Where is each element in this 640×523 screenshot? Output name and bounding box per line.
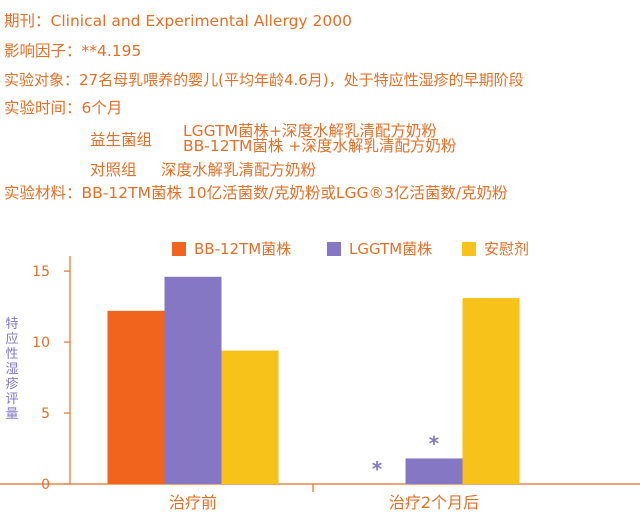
x-category-label: 治疗2个月后 <box>389 493 479 512</box>
y-axis-label-char: 湿 <box>5 362 18 377</box>
subject-value: 27名母乳喂养的婴儿(平均年龄4.6月)，处于特应性湿疹的早期阶段 <box>79 71 524 89</box>
journal-line: 期刊：Clinical and Experimental Allergy 200… <box>4 12 352 30</box>
journal-label: 期刊： <box>4 12 51 30</box>
y-tick-label: 0 <box>41 477 50 493</box>
duration-label: 实验时间： <box>4 99 82 117</box>
y-axis-label-char: 性 <box>5 347 18 362</box>
duration-value: 6个月 <box>81 99 123 117</box>
probiotic-line-1: LGGTM菌株+深度水解乳清配方奶粉 <box>183 122 437 140</box>
material-value: BB-12TM菌株 10亿活菌数/克奶粉或LGG®3亿活菌数/克奶粉 <box>81 184 508 202</box>
x-axis-labels: 治疗前 治疗2个月后 <box>169 493 479 512</box>
material-label: 实验材料： <box>4 184 82 202</box>
legend-item-bb12: BB-12TM菌株 <box>172 238 291 259</box>
bar-0-2 <box>221 350 279 484</box>
subject-line: 实验对象：27名母乳喂养的婴儿(平均年龄4.6月)，处于特应性湿疹的早期阶段 <box>4 73 524 88</box>
y-tick-label: 15 <box>32 264 50 280</box>
y-axis-label-char: 应 <box>5 331 18 347</box>
chart-bars <box>107 276 520 484</box>
chart-legend: BB-12TM菌株 LGGTM菌株 安慰剂 <box>0 238 640 260</box>
bar-0-1 <box>164 276 222 484</box>
y-axis-label-char: 疹 <box>5 376 18 392</box>
journal-value: Clinical and Experimental Allergy 2000 <box>50 12 352 30</box>
material-line: 实验材料：BB-12TM菌株 10亿活菌数/克奶粉或LGG®3亿活菌数/克奶粉 <box>4 184 508 202</box>
impact-line: 影响因子：**4.195 <box>4 42 142 60</box>
impact-value: **4.195 <box>81 42 142 60</box>
bar-0-0 <box>107 310 165 484</box>
y-axis-label-char: 量 <box>5 407 18 422</box>
legend-label-placebo: 安慰剂 <box>484 240 530 258</box>
legend-item-lgg: LGGTM菌株 <box>327 238 432 259</box>
control-group-label: 对照组 <box>90 161 137 179</box>
legend-label-lgg: LGGTM菌株 <box>349 240 433 258</box>
y-tick-label: 5 <box>41 406 50 422</box>
chart-axes: 0 5 10 15 <box>0 256 640 493</box>
y-axis-label-char: 评 <box>5 392 18 407</box>
bar-1-2 <box>462 298 520 484</box>
subject-label: 实验对象： <box>4 71 80 89</box>
legend-label-bb12: BB-12TM菌株 <box>194 240 292 258</box>
chart-annotations: ** <box>372 431 440 481</box>
probiotic-group-label: 益生菌组 <box>90 131 153 149</box>
probiotic-line-2: BB-12TM菌株 +深度水解乳清配方奶粉 <box>183 137 457 155</box>
duration-line: 实验时间：6个月 <box>4 99 123 117</box>
significance-asterisk: * <box>372 457 383 481</box>
bar-1-1 <box>405 458 463 484</box>
y-tick-label: 10 <box>32 335 50 351</box>
legend-swatch-bb12 <box>172 241 186 256</box>
legend-swatch-lgg <box>327 241 341 256</box>
legend-swatch-placebo <box>462 241 476 256</box>
legend-item-placebo: 安慰剂 <box>462 238 529 259</box>
control-value: 深度水解乳清配方奶粉 <box>161 161 317 179</box>
impact-label: 影响因子： <box>4 42 82 60</box>
y-axis-label-char: 特 <box>5 317 18 332</box>
significance-asterisk: * <box>429 431 440 455</box>
x-category-label: 治疗前 <box>169 493 217 512</box>
